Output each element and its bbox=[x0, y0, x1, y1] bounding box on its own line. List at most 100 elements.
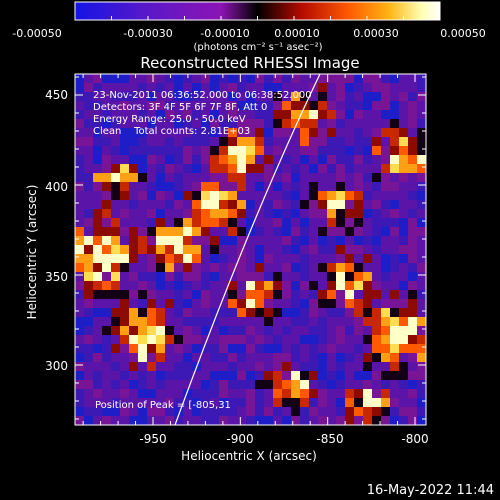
image-pixel bbox=[174, 290, 183, 299]
image-pixel bbox=[192, 371, 201, 380]
image-pixel bbox=[327, 407, 336, 416]
image-pixel bbox=[237, 380, 246, 389]
image-pixel bbox=[111, 191, 120, 200]
image-pixel bbox=[417, 137, 426, 146]
image-pixel bbox=[390, 299, 399, 308]
image-pixel bbox=[354, 272, 363, 281]
image-pixel bbox=[309, 110, 318, 119]
image-pixel bbox=[255, 164, 264, 173]
image-pixel bbox=[291, 164, 300, 173]
image-pixel bbox=[345, 416, 354, 425]
image-pixel bbox=[84, 182, 93, 191]
image-pixel bbox=[381, 92, 390, 101]
image-pixel bbox=[120, 353, 129, 362]
image-pixel bbox=[75, 164, 84, 173]
image-pixel bbox=[327, 389, 336, 398]
image-pixel bbox=[345, 128, 354, 137]
image-pixel bbox=[336, 236, 345, 245]
image-pixel bbox=[363, 380, 372, 389]
image-pixel bbox=[318, 74, 327, 83]
image-pixel bbox=[372, 362, 381, 371]
image-pixel bbox=[183, 371, 192, 380]
image-pixel bbox=[75, 326, 84, 335]
image-pixel bbox=[264, 101, 273, 110]
image-pixel bbox=[228, 272, 237, 281]
image-pixel bbox=[156, 299, 165, 308]
image-pixel bbox=[282, 173, 291, 182]
image-pixel bbox=[345, 227, 354, 236]
image-pixel bbox=[75, 407, 84, 416]
image-pixel bbox=[390, 416, 399, 425]
image-pixel bbox=[93, 119, 102, 128]
image-pixel bbox=[165, 209, 174, 218]
image-pixel bbox=[255, 344, 264, 353]
image-pixel bbox=[93, 227, 102, 236]
image-pixel bbox=[102, 344, 111, 353]
image-pixel bbox=[264, 209, 273, 218]
image-pixel bbox=[84, 227, 93, 236]
image-pixel bbox=[192, 101, 201, 110]
image-pixel bbox=[129, 371, 138, 380]
image-pixel bbox=[345, 281, 354, 290]
image-pixel bbox=[300, 272, 309, 281]
image-pixel bbox=[84, 254, 93, 263]
image-pixel bbox=[75, 389, 84, 398]
image-pixel bbox=[165, 335, 174, 344]
image-pixel bbox=[372, 290, 381, 299]
image-pixel bbox=[138, 209, 147, 218]
image-pixel bbox=[300, 254, 309, 263]
image-pixel bbox=[372, 110, 381, 119]
image-pixel bbox=[138, 83, 147, 92]
image-pixel bbox=[192, 191, 201, 200]
image-pixel bbox=[147, 416, 156, 425]
image-pixel bbox=[75, 137, 84, 146]
image-pixel bbox=[219, 389, 228, 398]
image-pixel bbox=[183, 236, 192, 245]
image-pixel bbox=[309, 236, 318, 245]
image-pixel bbox=[417, 272, 426, 281]
image-pixel bbox=[372, 308, 381, 317]
image-pixel bbox=[246, 371, 255, 380]
image-pixel bbox=[165, 146, 174, 155]
image-pixel bbox=[264, 200, 273, 209]
image-pixel bbox=[336, 128, 345, 137]
image-pixel bbox=[201, 137, 210, 146]
image-pixel bbox=[174, 281, 183, 290]
image-pixel bbox=[147, 308, 156, 317]
image-pixel bbox=[354, 218, 363, 227]
image-pixel bbox=[138, 101, 147, 110]
image-pixel bbox=[255, 254, 264, 263]
image-pixel bbox=[147, 254, 156, 263]
image-pixel bbox=[363, 119, 372, 128]
image-pixel bbox=[192, 335, 201, 344]
image-pixel bbox=[138, 200, 147, 209]
image-pixel bbox=[354, 83, 363, 92]
image-pixel bbox=[111, 335, 120, 344]
image-pixel bbox=[120, 326, 129, 335]
image-pixel bbox=[75, 245, 84, 254]
image-pixel bbox=[102, 380, 111, 389]
image-pixel bbox=[372, 128, 381, 137]
image-pixel bbox=[282, 209, 291, 218]
image-pixel bbox=[201, 101, 210, 110]
image-pixel bbox=[120, 416, 129, 425]
image-pixel bbox=[102, 227, 111, 236]
image-pixel bbox=[210, 209, 219, 218]
image-pixel bbox=[210, 344, 219, 353]
image-pixel bbox=[399, 398, 408, 407]
image-pixel bbox=[309, 407, 318, 416]
image-pixel bbox=[138, 245, 147, 254]
image-pixel bbox=[156, 155, 165, 164]
image-pixel bbox=[228, 371, 237, 380]
image-pixel bbox=[336, 110, 345, 119]
image-pixel bbox=[372, 272, 381, 281]
image-pixel bbox=[255, 272, 264, 281]
image-pixel bbox=[255, 416, 264, 425]
image-pixel bbox=[309, 173, 318, 182]
image-pixel bbox=[381, 236, 390, 245]
image-pixel bbox=[345, 290, 354, 299]
image-pixel bbox=[102, 155, 111, 164]
image-pixel bbox=[147, 236, 156, 245]
image-pixel bbox=[264, 191, 273, 200]
image-pixel bbox=[228, 164, 237, 173]
